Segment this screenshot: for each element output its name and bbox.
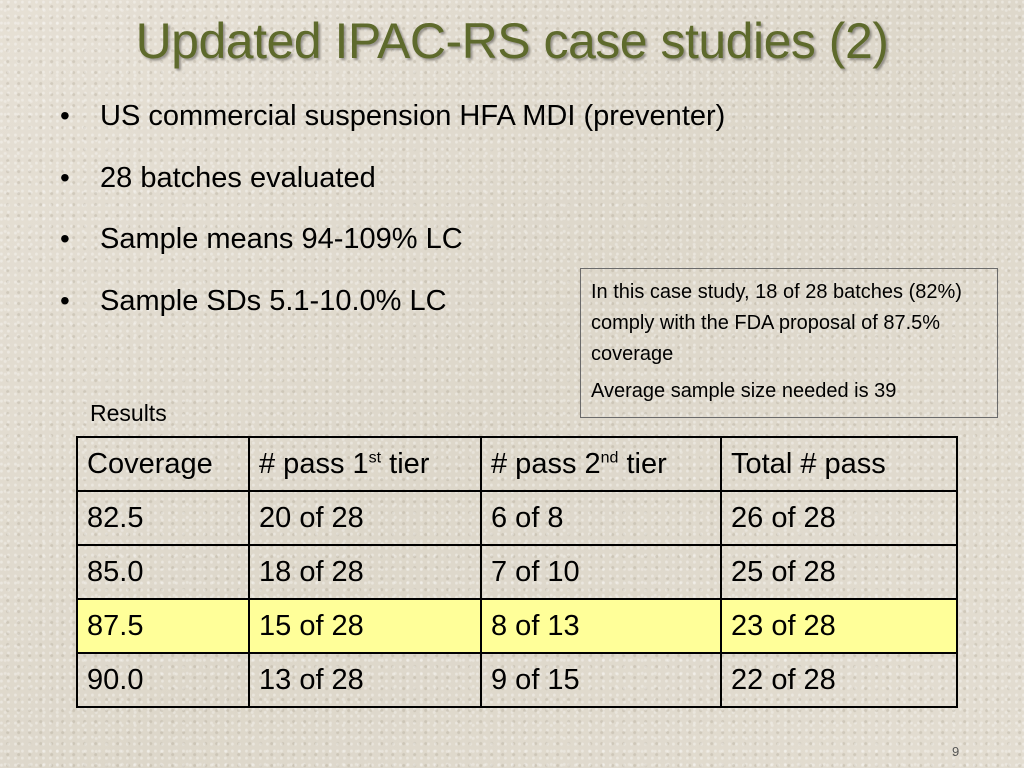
- header-total-pass: Total # pass: [720, 436, 958, 492]
- header-pass-tier1-sup: st: [368, 448, 382, 466]
- results-table: Coverage # pass 1st tier # pass 2nd tier…: [76, 436, 958, 708]
- header-coverage: Coverage: [76, 436, 250, 492]
- bullet-dot: •: [60, 161, 70, 193]
- bullet-item: • Sample means 94-109% LC: [60, 215, 725, 277]
- callout-text-2: Average sample size needed is 39: [591, 380, 897, 402]
- bullet-item: • US commercial suspension HFA MDI (preve…: [60, 92, 725, 154]
- table-row: 82.5 20 of 28 6 of 8 26 of 28: [76, 490, 958, 546]
- header-pass-tier2-text: # pass 2: [491, 447, 601, 480]
- header-pass-tier1-text: # pass 1: [259, 447, 369, 480]
- bullet-dot: •: [60, 100, 70, 131]
- bullet-item: • 28 batches evaluated: [60, 154, 725, 216]
- bullet-list: • US commercial suspension HFA MDI (preve…: [60, 92, 725, 338]
- header-pass-tier2-suffix: tier: [618, 447, 667, 480]
- header-pass-tier1: # pass 1st tier: [248, 436, 482, 492]
- table-cell: 87.5: [76, 598, 250, 654]
- table-cell: 18 of 28: [248, 544, 482, 600]
- table-row-highlighted: 87.5 15 of 28 8 of 13 23 of 28: [76, 598, 958, 654]
- header-pass-tier2-sup: nd: [600, 448, 619, 466]
- bullet-dot: •: [60, 284, 70, 316]
- table-cell: 22 of 28: [720, 652, 958, 708]
- callout-box: In this case study, 18 of 28 batches (82…: [580, 268, 998, 418]
- bullet-text: Sample SDs 5.1-10.0% LC: [100, 284, 447, 317]
- header-pass-tier2: # pass 2nd tier: [480, 436, 722, 492]
- bullet-text: US commercial suspension HFA MDI (preven…: [100, 100, 726, 132]
- table-cell: 9 of 15: [480, 652, 722, 708]
- table-cell: 82.5: [76, 490, 250, 546]
- table-row: 85.0 18 of 28 7 of 10 25 of 28: [76, 544, 958, 600]
- table-row: 90.0 13 of 28 9 of 15 22 of 28: [76, 652, 958, 708]
- table-cell: 90.0: [76, 652, 250, 708]
- bullet-item: • Sample SDs 5.1-10.0% LC: [60, 277, 725, 339]
- table-cell: 23 of 28: [720, 598, 958, 654]
- callout-text-1: In this case study, 18 of 28 batches (82…: [591, 281, 962, 365]
- header-pass-tier1-suffix: tier: [381, 447, 430, 480]
- table-cell: 13 of 28: [248, 652, 482, 708]
- table-cell: 8 of 13: [480, 598, 722, 654]
- bullet-dot: •: [60, 223, 70, 254]
- table-cell: 20 of 28: [248, 490, 482, 546]
- results-label: Results: [90, 400, 167, 426]
- table-header-row: Coverage # pass 1st tier # pass 2nd tier…: [76, 436, 958, 492]
- table-cell: 15 of 28: [248, 598, 482, 654]
- bullet-text: 28 batches evaluated: [100, 161, 376, 194]
- slide-title: Updated IPAC-RS case studies (2): [135, 13, 889, 69]
- bullet-text: Sample means 94-109% LC: [100, 223, 463, 255]
- page-number: 9: [952, 744, 960, 759]
- table-cell: 6 of 8: [480, 490, 722, 546]
- table-cell: 26 of 28: [720, 490, 958, 546]
- table-cell: 25 of 28: [720, 544, 958, 600]
- table-cell: 85.0: [76, 544, 250, 600]
- table-cell: 7 of 10: [480, 544, 722, 600]
